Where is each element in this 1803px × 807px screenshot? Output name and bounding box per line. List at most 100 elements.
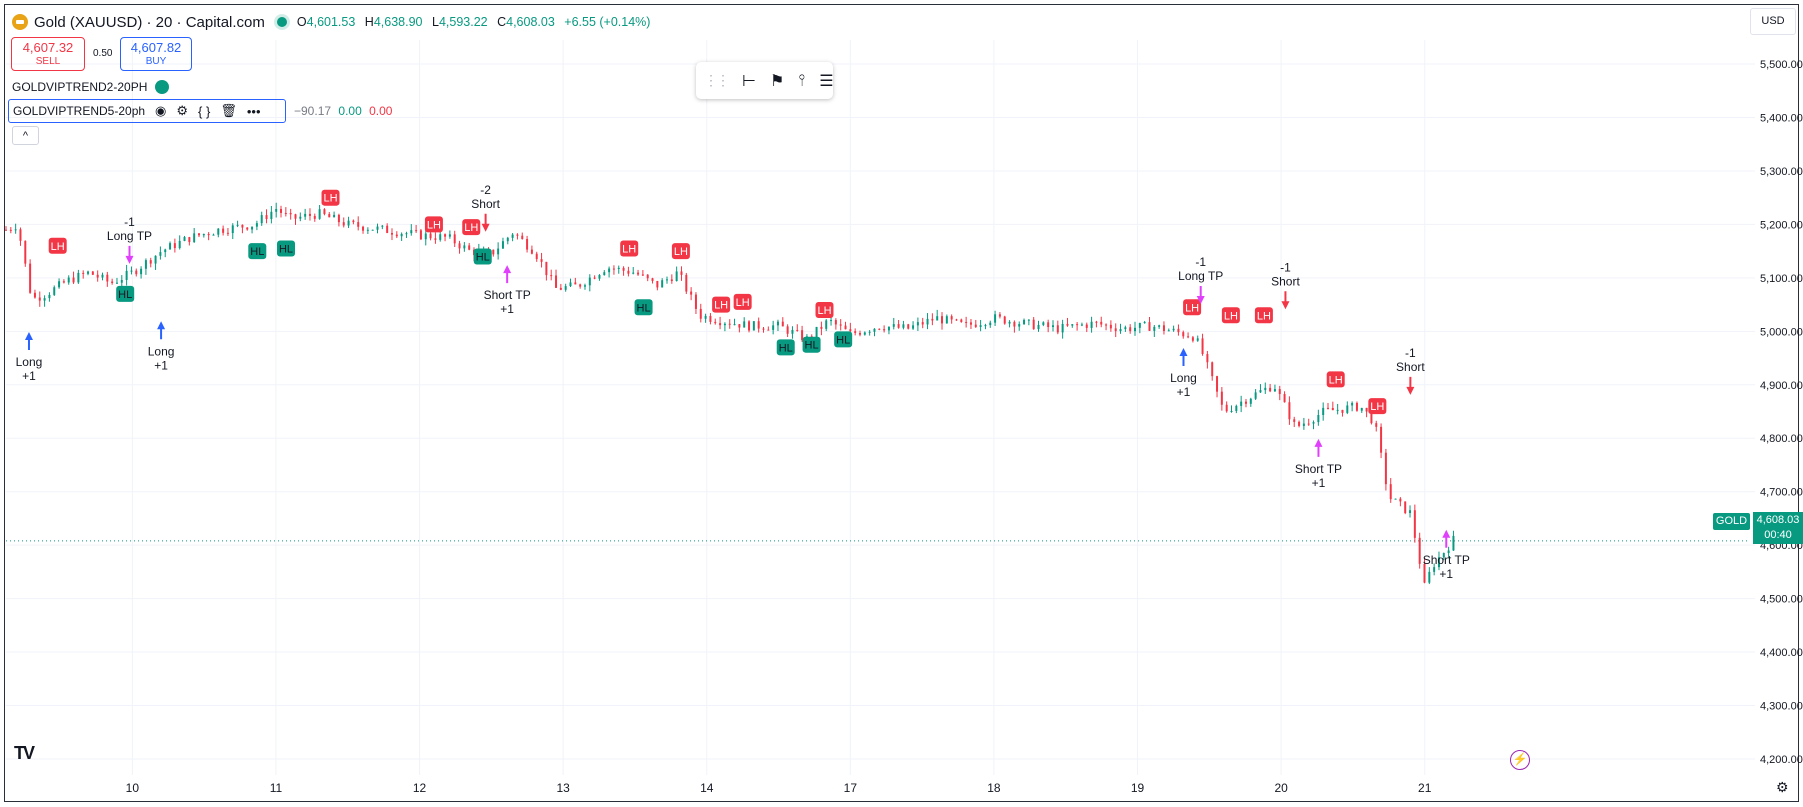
candle-body bbox=[1172, 328, 1175, 331]
drag-handle-icon[interactable]: ⋮⋮ bbox=[704, 72, 730, 88]
drawing-toolbar[interactable]: ⋮⋮ ⊢ ⚑ ⫯ ☰ bbox=[696, 62, 834, 99]
sell-button[interactable]: 4,607.32 SELL bbox=[11, 37, 85, 71]
signal-arrow-up bbox=[24, 331, 33, 350]
candle-body bbox=[125, 270, 128, 280]
eye-icon[interactable]: ◉ bbox=[155, 103, 167, 118]
candle-body bbox=[941, 316, 944, 324]
candle-body bbox=[352, 220, 355, 223]
candle-body bbox=[670, 279, 673, 282]
buy-button[interactable]: 4,607.82 BUY bbox=[120, 37, 192, 71]
candle-body bbox=[627, 270, 630, 274]
signal-label: -1 bbox=[124, 215, 135, 229]
candle-body bbox=[632, 272, 635, 274]
bolt-icon[interactable]: ⚡ bbox=[1510, 750, 1530, 770]
candle-body bbox=[58, 281, 61, 288]
source-code-icon[interactable]: { } bbox=[198, 103, 211, 119]
marker-label: LH bbox=[714, 300, 728, 312]
signal-label: Short bbox=[1396, 360, 1425, 374]
lines-icon[interactable]: ☰ bbox=[819, 72, 834, 90]
marker-label: LH bbox=[51, 241, 65, 253]
candle-body bbox=[1437, 557, 1440, 568]
more-icon[interactable]: ••• bbox=[246, 103, 261, 119]
currency-button[interactable]: USD bbox=[1750, 8, 1796, 35]
candle-body bbox=[709, 315, 712, 322]
candle-body bbox=[786, 326, 789, 334]
gold-coin-icon bbox=[12, 14, 28, 30]
signal-label: Short bbox=[471, 197, 500, 211]
flag-icon[interactable]: ⚑ bbox=[769, 72, 785, 90]
tv-logo-icon[interactable]: TV bbox=[14, 743, 35, 763]
candle-body bbox=[183, 237, 186, 241]
candle-body bbox=[1225, 404, 1228, 412]
candle-body bbox=[902, 324, 905, 328]
candle-body bbox=[48, 294, 51, 299]
indicator-2-values: −90.17 0.00 0.00 bbox=[294, 104, 393, 118]
marker-lh bbox=[1368, 398, 1387, 415]
candle-body bbox=[395, 234, 398, 237]
line-icon[interactable]: ⫯ bbox=[798, 71, 806, 89]
candle-body bbox=[1413, 510, 1416, 538]
candle-body bbox=[115, 282, 118, 284]
candle-body bbox=[1182, 332, 1185, 337]
candle-body bbox=[463, 245, 466, 249]
candle-body bbox=[1269, 387, 1272, 392]
symbol-header[interactable]: Gold (XAUUSD) · 20 · Capital.com O4,601.… bbox=[12, 12, 656, 32]
candle-body bbox=[955, 319, 958, 321]
gear-icon[interactable]: ⚙ bbox=[1776, 779, 1789, 795]
marker-label: LH bbox=[427, 219, 441, 231]
candle-body bbox=[1085, 324, 1088, 328]
candle-body bbox=[294, 214, 297, 219]
candle-body bbox=[984, 325, 987, 327]
candle-body bbox=[226, 232, 229, 234]
alarm-icon[interactable] bbox=[155, 80, 170, 94]
candle-body bbox=[458, 243, 461, 249]
candle-body bbox=[1201, 338, 1204, 355]
y-tick-label: 5,200.00 bbox=[1760, 219, 1803, 231]
candle-body bbox=[1423, 563, 1426, 583]
candle-body bbox=[936, 316, 939, 321]
candle-body bbox=[791, 329, 794, 334]
y-tick-label: 4,400.00 bbox=[1760, 647, 1803, 659]
signal-label: +1 bbox=[1312, 476, 1326, 490]
marker-label: HL bbox=[250, 246, 264, 258]
trash-icon[interactable]: 🗑 bbox=[220, 103, 237, 118]
candle-body bbox=[969, 322, 972, 325]
candle-body bbox=[72, 277, 75, 283]
indicator-1-title[interactable]: GOLDVIPTREND2-20PH bbox=[12, 80, 148, 94]
candle-body bbox=[24, 240, 27, 264]
candle-body bbox=[651, 278, 654, 281]
indicator-2[interactable]: GOLDVIPTREND5-20ph ◉ ⚙ { } 🗑 ••• bbox=[8, 99, 286, 123]
candle-body bbox=[1066, 323, 1069, 326]
y-tick-label: 5,500.00 bbox=[1760, 59, 1803, 71]
candle-body bbox=[796, 329, 799, 331]
marker-label: LH bbox=[464, 222, 478, 234]
candle-body bbox=[569, 282, 572, 287]
symbol-title[interactable]: Gold (XAUUSD) · 20 · Capital.com bbox=[34, 13, 265, 31]
settings-icon[interactable]: ⚙ bbox=[176, 103, 189, 118]
candle-body bbox=[617, 267, 620, 269]
candle-body bbox=[1013, 321, 1016, 327]
candle-body bbox=[960, 319, 963, 323]
candle-body bbox=[429, 233, 432, 239]
candle-body bbox=[1153, 326, 1156, 331]
signal-arrow-down bbox=[481, 213, 490, 232]
signal-arrow-up bbox=[1314, 438, 1323, 457]
marker-label: HL bbox=[805, 340, 819, 352]
measure-icon[interactable]: ⊢ bbox=[742, 72, 756, 90]
candle-body bbox=[197, 233, 200, 236]
indicator-2-title[interactable]: GOLDVIPTREND5-20ph bbox=[13, 104, 146, 118]
candle-body bbox=[1331, 407, 1334, 411]
indicator-1[interactable]: GOLDVIPTREND2-20PH bbox=[12, 80, 170, 94]
candle-body bbox=[1187, 336, 1190, 338]
candle-body bbox=[733, 324, 736, 326]
signal-label: Long TP bbox=[1178, 269, 1223, 283]
change-value: +6.55 (+0.14%) bbox=[564, 15, 651, 29]
candle-body bbox=[62, 281, 65, 283]
marker-label: LH bbox=[736, 297, 750, 309]
collapse-button[interactable]: ^ bbox=[12, 126, 39, 145]
candle-body bbox=[526, 239, 529, 250]
candle-body bbox=[265, 215, 268, 220]
candle-body bbox=[540, 259, 543, 262]
candle-body bbox=[405, 233, 408, 235]
